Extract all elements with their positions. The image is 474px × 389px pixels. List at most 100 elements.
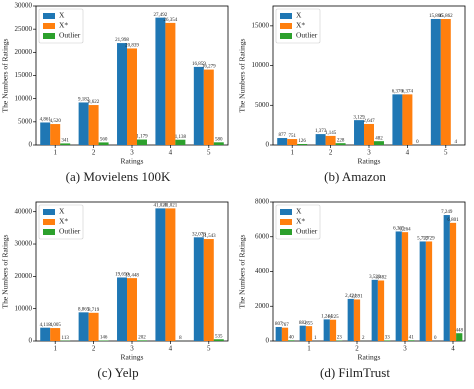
value-label: 2,647 (363, 119, 375, 124)
legend-swatch (43, 13, 55, 19)
legend-label: X (59, 11, 65, 20)
bar (165, 208, 176, 341)
value-label: 1,225 (327, 315, 339, 320)
bar (155, 208, 166, 341)
legend-swatch (280, 13, 292, 19)
value-label: 16,279 (202, 65, 216, 70)
legend-label: X* (59, 21, 68, 30)
bar (193, 237, 204, 341)
bar (384, 340, 391, 341)
y-tick-label: 40000 (15, 207, 33, 215)
bar (347, 298, 354, 341)
value-label: 580 (215, 137, 223, 142)
y-tick-label: 8000 (255, 198, 270, 206)
value-label: 6,264 (399, 227, 411, 232)
value-label: 40 (289, 335, 295, 340)
value-label: 4,118 (40, 323, 52, 328)
y-tick-label: 4000 (255, 267, 270, 275)
bar (408, 340, 415, 341)
bar (353, 299, 361, 341)
bar (287, 139, 298, 145)
bar (443, 215, 450, 341)
bar (402, 94, 413, 145)
value-label: 16,859 (192, 62, 206, 67)
value-label: 855 (305, 321, 313, 326)
legend-swatch (280, 33, 292, 39)
bar (40, 327, 51, 341)
x-tick-label: 1 (307, 345, 311, 353)
legend-swatch (43, 229, 55, 235)
value-label: 3,129 (353, 115, 365, 120)
y-tick-label: 10000 (15, 304, 33, 312)
bar (354, 120, 365, 145)
bar (430, 18, 441, 145)
bar (395, 231, 402, 341)
value-label: 15,862 (439, 14, 453, 19)
value-label: 6,374 (402, 90, 414, 95)
legend-swatch (280, 219, 292, 225)
legend-label: X (296, 11, 302, 20)
value-label: 4,520 (50, 119, 62, 124)
bar (299, 325, 306, 341)
y-tick-label: 25000 (15, 25, 33, 33)
legend-swatch (280, 209, 292, 215)
value-label: 6,305 (393, 227, 405, 232)
bar (377, 280, 385, 341)
value-label: 19,448 (125, 273, 139, 278)
legend-swatch (280, 23, 292, 29)
value-label: 1,138 (175, 135, 187, 140)
value-label: 8 (179, 336, 182, 341)
value-label: 2,424 (345, 294, 357, 299)
value-label: 8,865 (78, 307, 90, 312)
x-axis-label: Ratings (121, 353, 144, 362)
value-label: 32,078 (192, 232, 206, 237)
value-label: 202 (138, 335, 146, 340)
bar (117, 277, 128, 341)
value-label: 15,866 (429, 14, 443, 19)
value-label: 4 (455, 140, 458, 145)
bar (40, 122, 51, 145)
bar (203, 69, 214, 145)
legend-label: X (59, 207, 65, 216)
value-label: 19,650 (115, 273, 129, 278)
value-label: 31,543 (202, 234, 216, 239)
legend-label: X (296, 207, 302, 216)
bar (213, 339, 224, 341)
value-label: 8,622 (88, 100, 100, 105)
bar (288, 340, 295, 341)
y-axis-label: The Numbers of Ratings (1, 38, 10, 112)
bar (440, 19, 451, 146)
y-tick-label: 30000 (15, 2, 33, 10)
value-label: 21,998 (115, 38, 129, 43)
legend-swatch (280, 229, 292, 235)
value-label: 877 (278, 133, 286, 138)
value-label: 228 (337, 138, 345, 143)
x-tick-label: 4 (169, 345, 173, 353)
bar (277, 138, 288, 145)
bar (50, 124, 61, 145)
y-tick-label: 15000 (252, 21, 270, 29)
value-label: 113 (62, 336, 70, 341)
x-tick-label: 1 (290, 149, 294, 157)
caption: (a) Movielens 100K (66, 169, 171, 184)
x-tick-label: 1 (53, 345, 57, 353)
x-tick-label: 3 (130, 345, 134, 353)
value-label: 146 (100, 336, 108, 341)
bar (425, 241, 433, 341)
value-label: 41,029 (154, 204, 168, 209)
y-tick-label: 0 (29, 141, 33, 149)
x-tick-label: 2 (92, 345, 96, 353)
value-label: 448 (455, 328, 463, 333)
x-tick-label: 3 (130, 149, 134, 157)
bar (117, 43, 128, 146)
value-label: 33 (385, 336, 391, 341)
value-label: 1,373 (315, 129, 327, 134)
value-label: 0 (416, 140, 419, 145)
legend-label: Outlier (59, 31, 81, 40)
value-label: 1 (314, 336, 317, 341)
x-axis-label: Ratings (121, 157, 144, 166)
bar (136, 340, 147, 341)
bar (281, 327, 289, 341)
bar (275, 326, 282, 341)
x-tick-label: 4 (406, 149, 410, 157)
